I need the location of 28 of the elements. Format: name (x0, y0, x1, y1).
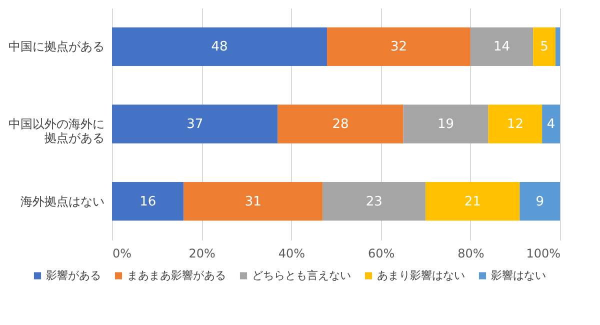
x-tick-label: 20% (188, 246, 216, 260)
data-label: 9 (536, 194, 544, 210)
y-tick-label: 中国に拠点がある (8, 40, 104, 54)
data-label: 12 (506, 117, 524, 132)
x-tick-label: 0% (112, 246, 132, 260)
x-tick-label: 40% (278, 246, 306, 260)
data-label: 19 (437, 117, 454, 132)
data-label: 32 (390, 40, 407, 55)
data-label: 21 (464, 194, 481, 210)
legend-label: まあまあ影響がある (127, 268, 226, 282)
legend-label: あまり影響はない (377, 268, 465, 282)
data-label: 5 (540, 40, 548, 55)
data-label: 4 (546, 117, 556, 132)
data-label: 31 (244, 194, 262, 210)
data-label: 23 (366, 194, 382, 210)
legend-label: 影響はない (491, 268, 546, 282)
y-tick-label: 海外拠点はない (20, 194, 104, 208)
legend-label: 影響がある (46, 268, 101, 282)
x-tick-label: 100% (526, 246, 560, 260)
data-label: 48 (211, 40, 228, 55)
x-tick-label: 80% (458, 246, 484, 260)
data-label: 37 (186, 117, 204, 132)
data-label: 16 (140, 194, 156, 210)
data-label: 28 (332, 117, 349, 132)
legend-label: どちらとも言えない (252, 268, 351, 282)
x-tick-label: 60% (368, 246, 395, 260)
y-tick-label: 中国以外の海外に拠点がある (8, 117, 104, 145)
data-label: 14 (493, 40, 510, 55)
